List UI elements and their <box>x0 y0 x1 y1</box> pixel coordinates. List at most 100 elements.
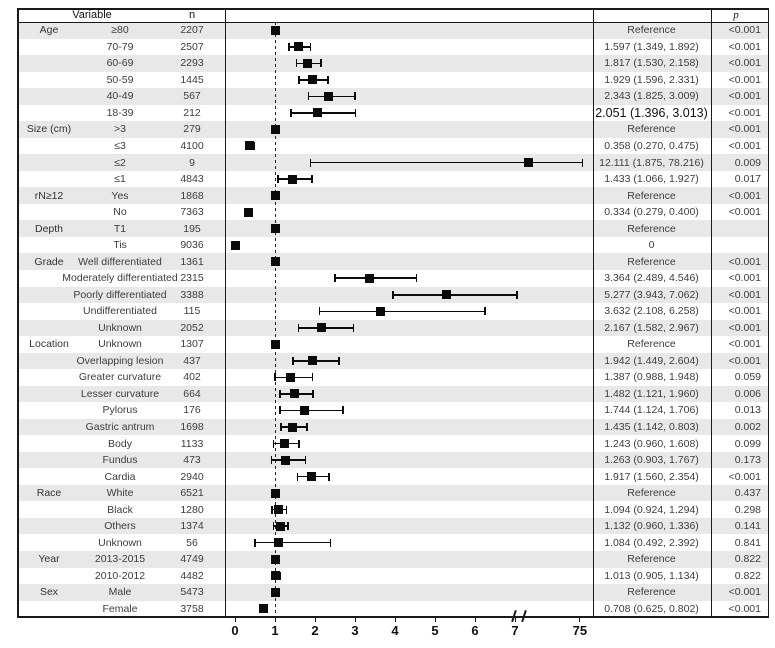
p-value: <0.001 <box>728 106 761 119</box>
n-value: 1307 <box>180 338 204 351</box>
ci-whisker-cap <box>309 158 311 167</box>
p-value: 0.059 <box>734 371 761 384</box>
group-label: Size (cm) <box>26 123 72 136</box>
level-label: Cardia <box>104 470 136 483</box>
group-label: Grade <box>34 255 64 268</box>
p-value: <0.001 <box>728 189 761 202</box>
p-value: <0.001 <box>728 288 761 301</box>
n-value: 4749 <box>180 553 204 566</box>
hr-ci-value: 1.433 (1.066, 1.927) <box>604 173 699 186</box>
x-axis-tick-label: 3 <box>351 623 359 638</box>
hr-ci-value: 5.277 (3.943, 7.062) <box>604 288 699 301</box>
table-body: Age ≥80 2207 Reference <0.001 70-79 2507 1.597 … <box>0 22 775 617</box>
ci-whisker-cap <box>271 505 273 514</box>
forest-marker-square <box>270 224 280 234</box>
ci-whisker-cap <box>270 456 273 465</box>
table-row: No 7363 0.334 (0.279, 0.400) <0.001 <box>0 204 775 221</box>
ci-whisker <box>254 541 331 544</box>
n-value: 4843 <box>180 173 204 186</box>
table-row: Pylorus 176 1.744 (1.124, 1.706) 0.013 <box>0 402 775 419</box>
ci-whisker-cap <box>274 373 276 382</box>
level-label: 70-79 <box>106 40 134 53</box>
frame-left-border <box>17 8 19 617</box>
forest-marker-square <box>258 604 268 614</box>
ci-whisker <box>319 310 486 313</box>
forest-marker-square <box>270 25 280 35</box>
p-value: <0.001 <box>728 470 761 483</box>
forest-marker-square <box>324 91 334 101</box>
hr-ci-value: Reference <box>627 487 676 500</box>
ci-whisker <box>310 161 583 164</box>
forest-marker-square <box>270 488 280 498</box>
x-axis-tick-label: 4 <box>391 623 399 638</box>
hr-ci-value: 1.013 (0.905, 1.134) <box>604 569 699 582</box>
level-label: Fundus <box>102 454 138 467</box>
level-label: Others <box>104 520 136 533</box>
p-value: <0.001 <box>728 40 761 53</box>
level-label: 18-39 <box>106 106 134 119</box>
group-label: Year <box>38 553 60 566</box>
column-header-n: n <box>188 9 196 21</box>
column-header-p: p <box>733 9 739 21</box>
x-axis-tick-label: 6 <box>471 623 479 638</box>
forest-marker-square <box>303 58 313 68</box>
p-value: <0.001 <box>728 354 761 367</box>
ci-whisker <box>334 277 417 279</box>
ci-whisker-cap <box>327 75 329 84</box>
level-label: ≤1 <box>114 173 126 186</box>
x-axis-tick <box>394 617 396 622</box>
ci-whisker-cap <box>254 538 256 547</box>
ci-whisker-cap <box>516 290 518 299</box>
n-value: 4482 <box>180 569 204 582</box>
table-row: Undifferentiated 115 3.632 (2.108, 6.258) <… <box>0 303 775 320</box>
ci-whisker-cap <box>484 307 486 316</box>
hr-ci-value: 1.387 (0.988, 1.948) <box>604 371 699 384</box>
p-value: <0.001 <box>728 90 761 103</box>
ci-whisker-cap <box>279 571 281 580</box>
n-value: 4100 <box>180 139 204 152</box>
p-value: 0.822 <box>734 553 761 566</box>
ci-whisker-cap <box>581 158 584 167</box>
p-value: <0.001 <box>728 321 761 334</box>
level-label: Lesser curvature <box>80 387 160 400</box>
forest-marker-square <box>294 42 304 52</box>
forest-marker-square <box>270 339 280 349</box>
level-label: Greater curvature <box>78 371 162 384</box>
level-label: Undifferentiated <box>83 305 157 318</box>
forest-marker-square <box>273 538 283 548</box>
table-row: Moderately differentiated 2315 3.364 (2.48… <box>0 270 775 287</box>
hr-ci-value: Reference <box>627 553 676 566</box>
n-value: 2940 <box>180 470 204 483</box>
level-label: Poorly differentiated <box>73 288 167 301</box>
x-axis-tick <box>434 617 436 622</box>
n-value: 9036 <box>180 239 204 252</box>
p-value: <0.001 <box>728 206 761 219</box>
ci-whisker-cap <box>354 108 357 117</box>
hr-ci-value: Reference <box>627 189 676 202</box>
n-value: 1361 <box>180 255 204 268</box>
ci-whisker-cap <box>329 538 332 547</box>
ci-whisker-cap <box>307 92 309 101</box>
forest-marker-square <box>280 439 290 449</box>
forest-marker-square <box>270 554 280 564</box>
header-underline <box>17 21 769 23</box>
level-label: White <box>106 487 134 500</box>
p-value: 0.298 <box>734 503 761 516</box>
p-value: <0.001 <box>728 586 761 599</box>
separator-hr-p <box>711 8 712 617</box>
p-value: 0.437 <box>734 487 761 500</box>
separator-plot-hr <box>593 8 594 617</box>
table-row: Size (cm) >3 279 Reference <0.001 <box>0 121 775 138</box>
forest-marker-square <box>365 273 375 283</box>
ci-whisker-cap <box>292 356 294 365</box>
frame-bottom-border <box>17 616 769 618</box>
ci-whisker-cap <box>297 323 300 332</box>
ci-whisker-cap <box>334 274 336 283</box>
n-value: 9 <box>189 156 195 169</box>
group-label: rN≥12 <box>34 189 64 202</box>
p-value: <0.001 <box>728 139 761 152</box>
table-row: Location Unknown 1307 Reference <0.001 <box>0 336 775 353</box>
level-label: Black <box>107 503 133 516</box>
x-axis-tick <box>514 617 516 622</box>
